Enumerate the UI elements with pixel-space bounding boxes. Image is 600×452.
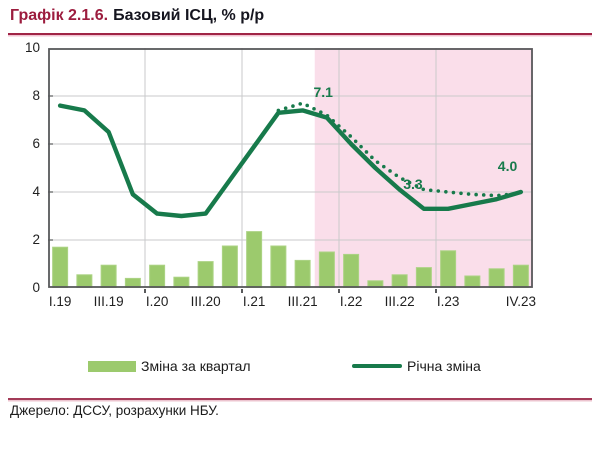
x-axis-label: III.22 <box>384 294 415 309</box>
footer-divider <box>8 398 592 400</box>
chart-canvas <box>48 48 533 288</box>
annual-change-line <box>57 103 524 219</box>
bar <box>246 231 263 288</box>
x-axis-label: III.21 <box>287 294 318 309</box>
legend-label-annual: Річна зміна <box>407 358 481 374</box>
bar <box>52 246 69 288</box>
bar <box>415 267 432 288</box>
bar <box>512 264 529 288</box>
bar <box>488 268 505 288</box>
bar <box>76 274 93 288</box>
bar <box>221 245 238 288</box>
y-axis-label: 2 <box>32 232 40 247</box>
chart-title-prefix: Графік 2.1.6. <box>10 7 109 24</box>
bar <box>197 261 214 288</box>
forecast-region <box>314 48 533 288</box>
y-axis-label: 0 <box>32 280 40 295</box>
x-axis-label: I.22 <box>339 294 363 309</box>
bar <box>149 264 166 288</box>
x-axis-label: III.20 <box>190 294 221 309</box>
bar <box>464 275 481 288</box>
data-label: 4.0 <box>497 157 518 174</box>
x-axis-label: III.19 <box>93 294 124 309</box>
x-axis-label: I.23 <box>436 294 460 309</box>
y-axis-label: 4 <box>32 184 40 199</box>
chart-title: Графік 2.1.6. Базовий ІСЦ, % р/р <box>10 7 264 25</box>
x-axis-label: IV.23 <box>505 294 537 309</box>
y-axis-label: 8 <box>32 88 40 103</box>
x-axis-tick <box>338 289 340 293</box>
chart-title-text: Базовий ІСЦ, % р/р <box>113 7 265 24</box>
legend-label-quarterly: Зміна за квартал <box>141 358 251 374</box>
x-axis-label: I.20 <box>145 294 169 309</box>
bar <box>294 259 311 288</box>
legend-line-swatch <box>352 363 402 369</box>
bar <box>100 264 117 288</box>
bar <box>367 280 384 288</box>
source-note: Джерело: ДССУ, розрахунки НБУ. <box>10 403 219 418</box>
x-axis-tick <box>435 289 437 293</box>
bar <box>343 253 360 288</box>
x-axis-label: I.21 <box>242 294 266 309</box>
bar <box>391 274 408 288</box>
bar <box>440 250 457 288</box>
y-axis-label: 10 <box>24 40 40 55</box>
legend-item-annual: Річна зміна <box>352 356 481 376</box>
legend-item-quarterly: Зміна за квартал <box>88 356 251 376</box>
legend-bar-swatch <box>88 360 136 372</box>
x-axis-label: I.19 <box>48 294 72 309</box>
plot-frame <box>48 48 533 288</box>
data-label: 3.3 <box>403 175 423 192</box>
bar <box>318 251 335 288</box>
title-underline <box>8 33 592 35</box>
bar <box>270 245 287 288</box>
plot-area <box>48 48 533 288</box>
y-axis-label: 6 <box>32 136 40 151</box>
x-axis-tick <box>144 289 146 293</box>
data-label: 7.1 <box>313 84 333 101</box>
x-axis-tick <box>241 289 243 293</box>
